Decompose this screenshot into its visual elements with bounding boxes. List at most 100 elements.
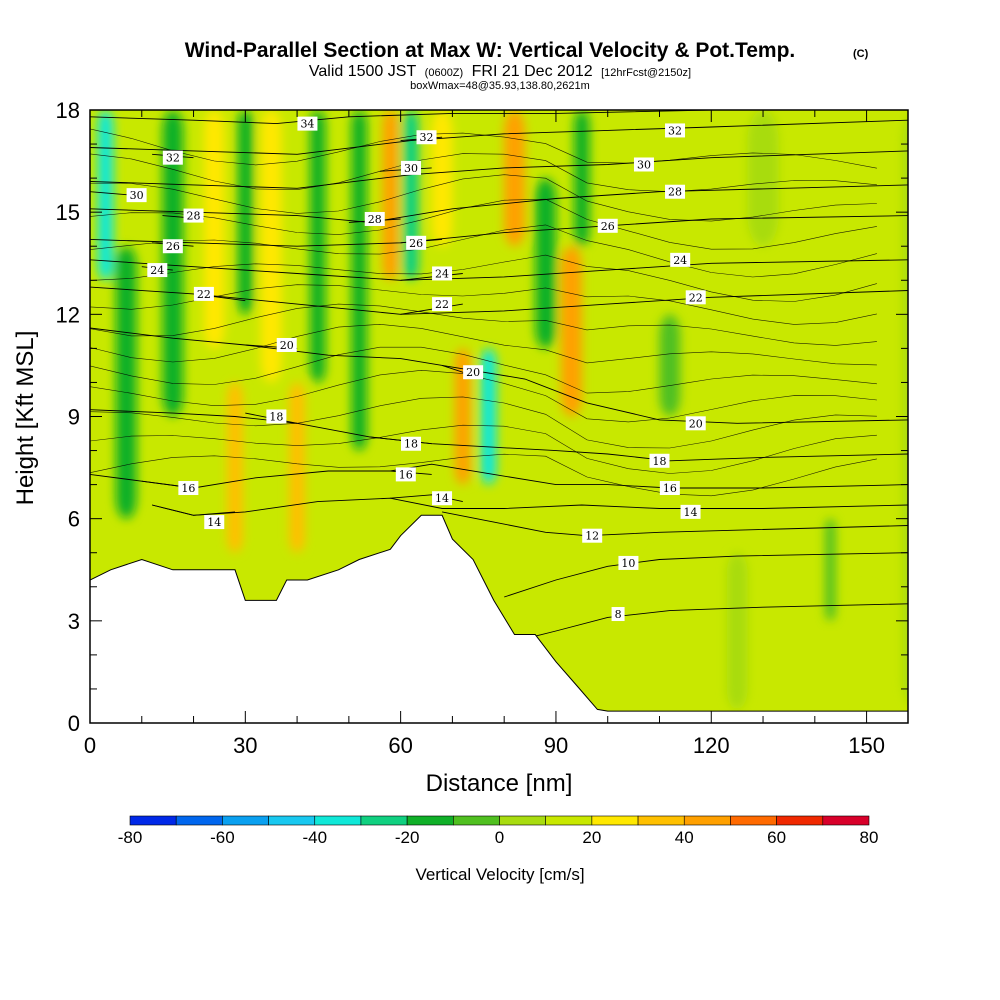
contour-label-14: 14 [432,491,453,506]
theta-contour-18 [90,409,908,462]
velocity-cell [227,382,243,553]
velocity-cell [203,110,225,349]
velocity-cell [504,110,525,247]
svg-text:32: 32 [166,152,180,165]
contour-label-12: 12 [582,528,603,543]
contour-label-30: 30 [400,160,421,175]
svg-text:16: 16 [663,482,677,495]
theta-contour-22 [400,303,463,315]
velocity-cell [775,314,802,519]
colorbar-tick-label: 60 [767,828,786,847]
theta-contour-20 [90,327,908,424]
svg-text:24: 24 [150,264,164,277]
svg-text:14: 14 [684,506,698,519]
velocity-cell [454,348,471,485]
svg-text:18: 18 [652,455,666,468]
colorbar-bin [683,815,731,826]
svg-text:10: 10 [621,557,635,570]
velocity-cell [747,110,779,247]
contour-label-18: 18 [400,436,421,451]
contour-label-16: 16 [395,467,416,482]
theta-contour-minor [90,396,877,449]
velocity-cell [237,110,254,315]
contour-label-22: 22 [432,297,453,312]
chart-subtitle: Valid 1500 JST (0600Z) FRI 21 Dec 2012 [… [309,63,691,80]
theta-contour-28 [90,184,908,223]
svg-text:14: 14 [207,516,221,529]
svg-text:18: 18 [404,438,418,451]
velocity-cell [726,552,748,710]
colorbar-bin [222,815,269,826]
svg-text:26: 26 [166,240,180,253]
colorbar-tick-label: -80 [118,828,143,847]
contour-label-20: 20 [685,416,706,431]
y-tick-label: 6 [68,507,80,532]
velocity-cell [902,117,908,702]
subtitle-valid: Valid 1500 JST [309,63,417,80]
contour-label-32: 32 [416,130,437,145]
theta-contour-18 [369,436,432,445]
svg-text:32: 32 [668,124,682,137]
theta-contour-minor [90,369,877,423]
theta-contour-30 [90,150,908,189]
colorbar-bin [499,815,546,826]
svg-text:30: 30 [404,162,418,175]
velocity-cell [480,348,497,485]
colorbar-tick-label: 0 [495,828,504,847]
svg-text:22: 22 [435,298,449,311]
colorbar-tick-label: -60 [210,828,235,847]
colorbar-tick-label: 80 [860,828,879,847]
subtitle-date: FRI 21 Dec 2012 [472,63,593,80]
contour-label-14: 14 [204,515,225,530]
svg-text:22: 22 [689,291,703,304]
x-axis: 0 30 60 90 120 150 [84,110,885,758]
svg-text:32: 32 [420,131,434,144]
velocity-cell [310,110,326,383]
x-tick-label: 150 [848,733,885,758]
contour-label-24: 24 [670,252,691,267]
svg-text:28: 28 [187,210,201,223]
contour-label-16: 16 [178,481,199,496]
theta-contour-32 [90,119,908,155]
theta-contour-minor [90,346,877,394]
contour-label-20: 20 [276,337,297,352]
svg-text:14: 14 [435,492,449,505]
colorbar-tick-label: -40 [302,828,327,847]
velocity-cell [289,382,305,553]
svg-text:8: 8 [615,608,622,621]
colorbar-tick-label: 40 [675,828,694,847]
colorbar-bin [175,815,223,826]
contour-label-22: 22 [193,286,214,301]
velocity-cell [858,586,875,710]
contour-label-30: 30 [126,188,147,203]
x-tick-label: 120 [693,733,730,758]
colorbar-bin [360,815,408,826]
chart-subtitle-2: boxWmax=48@35.93,138.80,2621m [410,80,590,92]
contour-label-32: 32 [665,123,686,138]
theta-contour-12 [442,511,908,537]
theta-contour-minor [90,224,877,278]
velocity-cell [659,314,681,417]
x-axis-label: Distance [nm] [426,770,573,797]
colorbar-bin [822,815,870,826]
y-tick-label: 0 [68,711,80,736]
theta-contour-24 [90,259,908,281]
chart-title: Wind-Parallel Section at Max W: Vertical… [185,39,796,62]
contour-label-26: 26 [406,235,427,250]
contour-label-32: 32 [162,150,183,165]
title-mark: (C) [853,48,869,60]
contour-label-20: 20 [463,365,484,380]
velocity-cell [97,110,114,281]
svg-text:30: 30 [130,189,144,202]
theta-contour-minor [90,453,877,497]
velocity-cell [403,110,419,281]
colorbar-tick-label: -20 [395,828,420,847]
vertical-velocity-field [97,110,908,710]
svg-text:22: 22 [197,288,211,301]
svg-text:16: 16 [181,482,195,495]
velocity-cell [825,518,836,621]
colorbar-bin [637,815,685,826]
theta-contour-14 [151,504,236,516]
